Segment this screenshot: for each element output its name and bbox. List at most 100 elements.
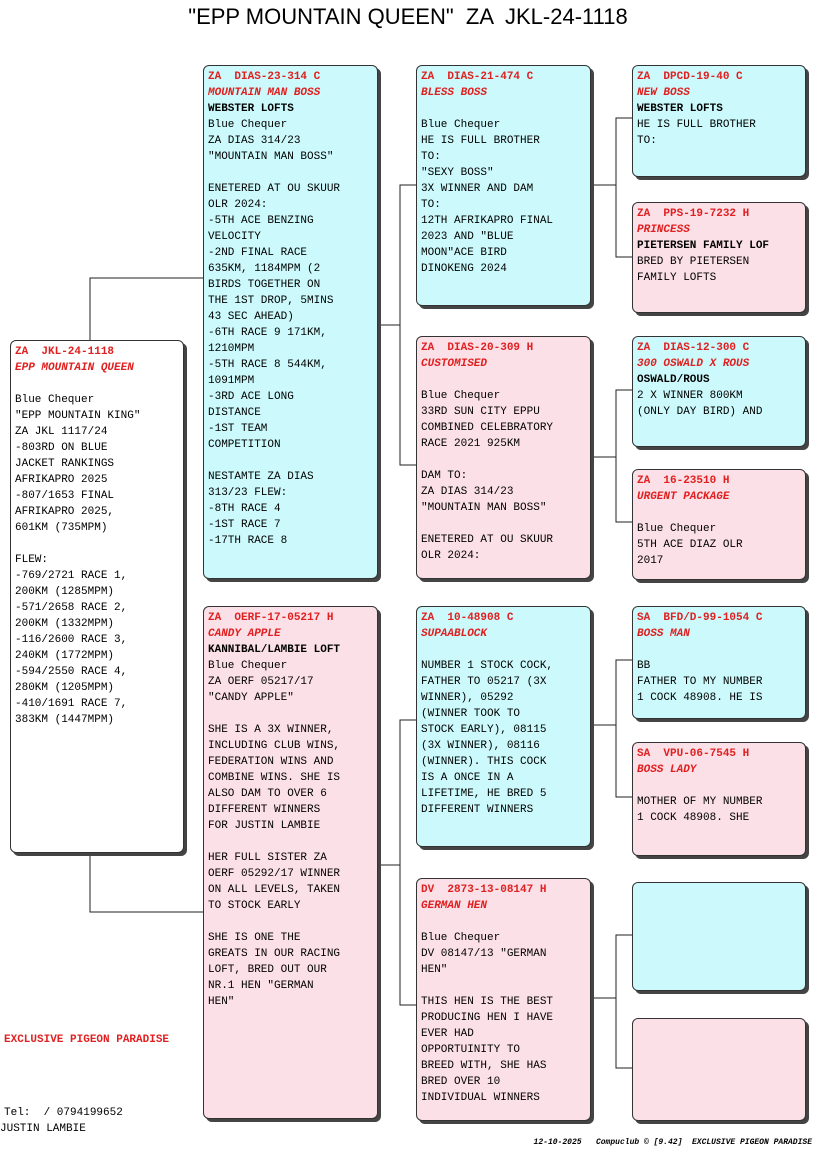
text-line: INCLUDING CLUB WINS,: [208, 740, 341, 752]
pigeon-name: PRINCESS: [637, 224, 690, 236]
paragraph: NESTAMTE ZA DIAS 313/23 FLEW: -8TH RACE 4 -…: [208, 469, 373, 549]
paragraph: MOTHER OF MY NUMBER 1 COCK 48908. SHE: [637, 794, 801, 826]
text-line: COMPETITION: [208, 439, 281, 451]
pigeon-card: ZA 10-48908 C SUPAABLOCK NUMBER 1 STOCK CO…: [416, 606, 591, 847]
text-line: TO:: [421, 199, 441, 211]
pigeon-name: MOUNTAIN MAN BOSS: [208, 87, 321, 99]
text-line: -17TH RACE 8: [208, 535, 288, 547]
pigeon-name: CUSTOMISED: [421, 358, 488, 370]
text-line: 1 COCK 48908. HE IS: [637, 692, 763, 704]
ring-number: ZA 16-23510 H: [637, 475, 730, 487]
pigeon-card: ZA PPS-19-7232 H PRINCESS PIETERSEN FAMILY…: [632, 202, 806, 313]
text-line: FEDERATION WINS AND: [208, 756, 334, 768]
text-line: HEN": [208, 996, 235, 1008]
text-line: DAM TO:: [421, 470, 468, 482]
ring-number: ZA OERF-17-05217 H: [208, 612, 334, 624]
text-line: JACKET RANKINGS: [15, 458, 115, 470]
text-line: Blue Chequer: [208, 119, 288, 131]
pigeon-card: ZA 16-23510 H URGENT PACKAGE Blue Chequer 5…: [632, 469, 806, 580]
pigeon-card: ZA DIAS-12-300 C 300 OSWALD X ROUS OSWALD/…: [632, 336, 806, 447]
pigeon-card: ZA JKL-24-1118 EPP MOUNTAIN QUEEN Blue Che…: [10, 340, 184, 853]
text-line: AFRIKAPRO 2025: [15, 474, 108, 486]
title: "EPP MOUNTAIN QUEEN" ZA JKL-24-1118: [188, 4, 628, 29]
paragraph: Blue Chequer ZA OERF 05217/17 "CANDY APPLE…: [208, 658, 373, 706]
text-line: 383KM (1447MPM): [15, 714, 115, 726]
text-line: FATHER TO MY NUMBER: [637, 676, 763, 688]
text-line: ZA DIAS 314/23: [421, 486, 514, 498]
text-line: STOCK EARLY), 08115: [421, 724, 547, 736]
owner: OSWALD/ROUS: [637, 374, 710, 386]
text-line: 2017: [637, 555, 664, 567]
text-line: (WINNER). THIS COCK: [421, 756, 547, 768]
paragraph: Blue Chequer "EPP MOUNTAIN KING" ZA JKL 11…: [15, 392, 179, 536]
paragraph: FLEW: -769/2721 RACE 1, 200KM (1285MPM) -57…: [15, 552, 179, 728]
ring-number: ZA DIAS-12-300 C: [637, 342, 750, 354]
text-line: 12TH AFRIKAPRO FINAL: [421, 215, 554, 227]
text-line: Blue Chequer: [15, 394, 95, 406]
text-line: NUMBER 1 STOCK COCK,: [421, 660, 554, 672]
text-line: -1ST RACE 7: [208, 519, 281, 531]
text-line: ENETERED AT OU SKUUR: [421, 534, 554, 546]
text-line: Blue Chequer: [421, 119, 501, 131]
text-line: SHE IS A 3X WINNER,: [208, 724, 334, 736]
text-line: IS A ONCE IN A: [421, 772, 514, 784]
text-line: Blue Chequer: [637, 523, 717, 535]
pigeon-card: ZA DIAS-23-314 C MOUNTAIN MAN BOSS WEBSTER…: [203, 65, 378, 579]
owner: WEBSTER LOFTS: [208, 103, 294, 115]
text-line: -571/2658 RACE 2,: [15, 602, 128, 614]
text-line: BREED WITH, SHE HAS: [421, 1060, 547, 1072]
text-line: OLR 2024:: [208, 199, 268, 211]
text-line: ZA DIAS 314/23: [208, 135, 301, 147]
text-line: "MOUNTAIN MAN BOSS": [421, 502, 547, 514]
text-line: (ONLY DAY BIRD) AND: [637, 406, 763, 418]
text-line: -410/1691 RACE 7,: [15, 698, 128, 710]
text-line: ON ALL LEVELS, TAKEN: [208, 884, 341, 896]
text-line: LOFT, BRED OUT OUR: [208, 964, 327, 976]
paragraph: Blue Chequer 5TH ACE DIAZ OLR 2017: [637, 521, 801, 569]
text-line: -116/2600 RACE 3,: [15, 634, 128, 646]
text-line: FLEW:: [15, 554, 49, 566]
pigeon-card: ZA DPCD-19-40 C NEW BOSS WEBSTER LOFTS HE I…: [632, 65, 806, 177]
text-line: WINNER), 05292: [421, 692, 514, 704]
owner: PIETERSEN FAMILY LOF: [637, 240, 770, 252]
pigeon-name: URGENT PACKAGE: [637, 491, 730, 503]
owner-name: JUSTIN LAMBIE: [0, 1123, 86, 1135]
text-line: BRED OVER 10: [421, 1076, 501, 1088]
text-line: HEN": [421, 964, 448, 976]
text-line: "SEXY BOSS": [421, 167, 494, 179]
pigeon-name: SUPAABLOCK: [421, 628, 488, 640]
pigeon-name: BLESS BOSS: [421, 87, 488, 99]
text-line: 33RD SUN CITY EPPU: [421, 406, 540, 418]
owner: KANNIBAL/LAMBIE LOFT: [208, 644, 341, 656]
text-line: ZA OERF 05217/17: [208, 676, 314, 688]
paragraph: ENETERED AT OU SKUUR OLR 2024: -5TH ACE BE…: [208, 181, 373, 453]
paragraph: Blue Chequer HE IS FULL BROTHER TO: "SEXY B…: [421, 117, 586, 277]
connector: [89, 277, 203, 913]
text-line: FOR JUSTIN LAMBIE: [208, 820, 321, 832]
pigeon-name: BOSS MAN: [637, 628, 690, 640]
paragraph: THIS HEN IS THE BEST PRODUCING HEN I HAVE…: [421, 994, 586, 1106]
text-line: 240KM (1772MPM): [15, 650, 115, 662]
text-line: DIFFERENT WINNERS: [208, 804, 321, 816]
text-line: -769/2721 RACE 1,: [15, 570, 128, 582]
paragraph: HE IS FULL BROTHER TO:: [637, 117, 801, 149]
text-line: -8TH RACE 4: [208, 503, 281, 515]
text-line: (3X WINNER), 08116: [421, 740, 540, 752]
text-line: HE IS FULL BROTHER: [637, 119, 756, 131]
paragraph: SHE IS ONE THE GREATS IN OUR RACING LOFT, …: [208, 930, 373, 1010]
text-line: GREATS IN OUR RACING: [208, 948, 341, 960]
pigeon-card: DV 2873-13-08147 H GERMAN HEN Blue Chequer…: [416, 878, 591, 1121]
pigeon-name: CANDY APPLE: [208, 628, 281, 640]
ring-number: DV 2873-13-08147 H: [421, 884, 547, 896]
text-line: AFRIKAPRO 2025,: [15, 506, 115, 518]
text-line: HER FULL SISTER ZA: [208, 852, 327, 864]
text-line: 200KM (1332MPM): [15, 618, 115, 630]
text-line: COMBINED CELEBRATORY: [421, 422, 554, 434]
text-line: "CANDY APPLE": [208, 692, 294, 704]
text-line: Blue Chequer: [421, 390, 501, 402]
text-line: OERF 05292/17 WINNER: [208, 868, 341, 880]
owner: WEBSTER LOFTS: [637, 103, 723, 115]
paragraph: Blue Chequer 33RD SUN CITY EPPU COMBINED C…: [421, 388, 586, 452]
paragraph: SHE IS A 3X WINNER, INCLUDING CLUB WINS, F…: [208, 722, 373, 834]
text-line: ALSO DAM TO OVER 6: [208, 788, 327, 800]
